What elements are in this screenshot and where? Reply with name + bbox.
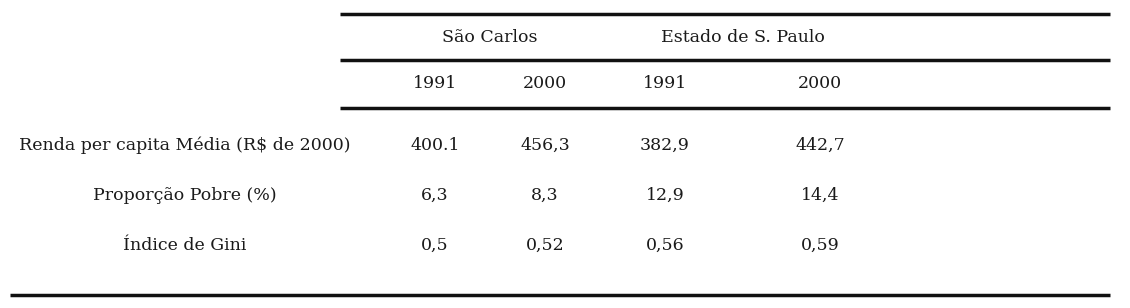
Text: 1991: 1991 bbox=[643, 75, 687, 92]
Text: Proporção Pobre (%): Proporção Pobre (%) bbox=[93, 187, 277, 204]
Text: 0,56: 0,56 bbox=[645, 237, 685, 253]
Text: 400.1: 400.1 bbox=[410, 136, 460, 153]
Text: 0,52: 0,52 bbox=[525, 237, 564, 253]
Text: 1991: 1991 bbox=[412, 75, 458, 92]
Text: 6,3: 6,3 bbox=[421, 187, 449, 204]
Text: Estado de S. Paulo: Estado de S. Paulo bbox=[661, 30, 825, 47]
Text: Renda per capita Média (R$ de 2000): Renda per capita Média (R$ de 2000) bbox=[19, 136, 350, 154]
Text: Índice de Gini: Índice de Gini bbox=[123, 237, 246, 253]
Text: 8,3: 8,3 bbox=[531, 187, 559, 204]
Text: 14,4: 14,4 bbox=[801, 187, 840, 204]
Text: 456,3: 456,3 bbox=[520, 136, 570, 153]
Text: 442,7: 442,7 bbox=[796, 136, 845, 153]
Text: 2000: 2000 bbox=[798, 75, 842, 92]
Text: 2000: 2000 bbox=[523, 75, 567, 92]
Text: São Carlos: São Carlos bbox=[442, 30, 538, 47]
Text: 12,9: 12,9 bbox=[645, 187, 685, 204]
Text: 0,59: 0,59 bbox=[801, 237, 840, 253]
Text: 382,9: 382,9 bbox=[640, 136, 690, 153]
Text: 0,5: 0,5 bbox=[421, 237, 449, 253]
